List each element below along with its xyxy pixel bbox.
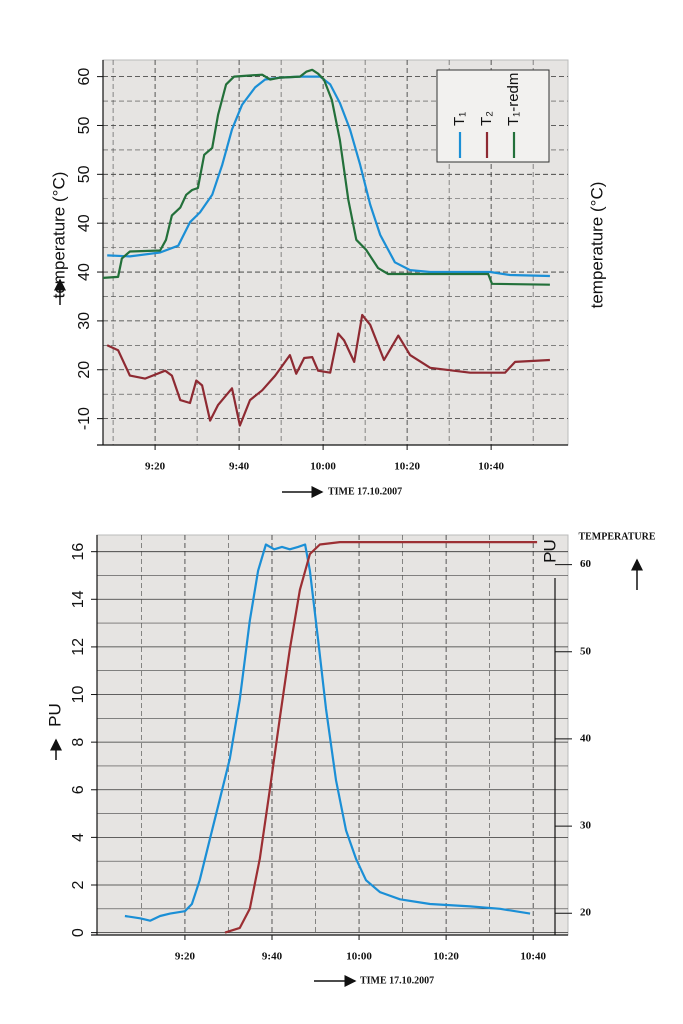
plot-area bbox=[96, 534, 569, 936]
y-tick-label: 8 bbox=[70, 738, 87, 747]
y-tick-label: 40 bbox=[76, 263, 93, 281]
y-tick-label: 50 bbox=[76, 165, 93, 183]
y-axis-label: PU bbox=[45, 703, 64, 727]
x-tick-label: 10:20 bbox=[433, 951, 459, 963]
y2-tick-label: 20 bbox=[580, 907, 592, 919]
y-tick-label: 40 bbox=[76, 214, 93, 232]
y-axis-label: temperature (°C) bbox=[49, 172, 68, 299]
y2-tick-label: 50 bbox=[580, 645, 592, 657]
y-tick-label: 12 bbox=[70, 638, 87, 656]
y-tick-label: 2 bbox=[70, 880, 87, 889]
series-line bbox=[124, 543, 531, 922]
legend-label: T₂ bbox=[478, 111, 495, 126]
legend-box bbox=[436, 69, 550, 163]
y-tick-label: 30 bbox=[76, 312, 93, 330]
x-tick-label: 10:00 bbox=[310, 461, 336, 473]
y-tick-label: 4 bbox=[70, 833, 87, 842]
x-tick-label: 9:40 bbox=[229, 461, 250, 473]
y-tick-label: 16 bbox=[70, 543, 87, 561]
y-tick-label: 60 bbox=[76, 68, 93, 86]
legend-label: T₁-redm bbox=[505, 73, 522, 126]
x-tick-label: 9:20 bbox=[175, 951, 196, 963]
x-axis-label: TIME 17.10.2007 bbox=[360, 975, 434, 986]
y2-tick-label: 40 bbox=[580, 732, 592, 744]
y-tick-label: -10 bbox=[76, 407, 93, 430]
legend-label: T₁ bbox=[451, 112, 468, 126]
x-tick-label: 9:20 bbox=[145, 461, 166, 473]
y2-tick-label: 30 bbox=[580, 820, 592, 832]
y2-tick-label: 60 bbox=[580, 558, 592, 570]
series-line bbox=[224, 541, 538, 934]
x-tick-label: 10:00 bbox=[346, 951, 372, 963]
x-tick-label: 10:40 bbox=[520, 951, 546, 963]
y-tick-label: 20 bbox=[76, 361, 93, 379]
y-tick-label: 6 bbox=[70, 785, 87, 794]
x-tick-label: 9:40 bbox=[262, 951, 283, 963]
x-tick-label: 10:40 bbox=[478, 461, 504, 473]
y-tick-label: 50 bbox=[76, 116, 93, 134]
y-tick-label: 0 bbox=[70, 928, 87, 937]
corner-label: PU bbox=[540, 539, 559, 563]
series-line bbox=[106, 313, 550, 427]
series-line bbox=[102, 68, 550, 286]
x-tick-label: 10:20 bbox=[394, 461, 420, 473]
series-line bbox=[107, 75, 550, 278]
y-tick-label: 10 bbox=[70, 686, 87, 704]
y2-axis-label: TEMPERATURE bbox=[578, 531, 655, 542]
y2-axis-label: temperature (°C) bbox=[587, 182, 606, 309]
x-axis-label: TIME 17.10.2007 bbox=[328, 486, 402, 497]
y-tick-label: 14 bbox=[70, 590, 87, 608]
